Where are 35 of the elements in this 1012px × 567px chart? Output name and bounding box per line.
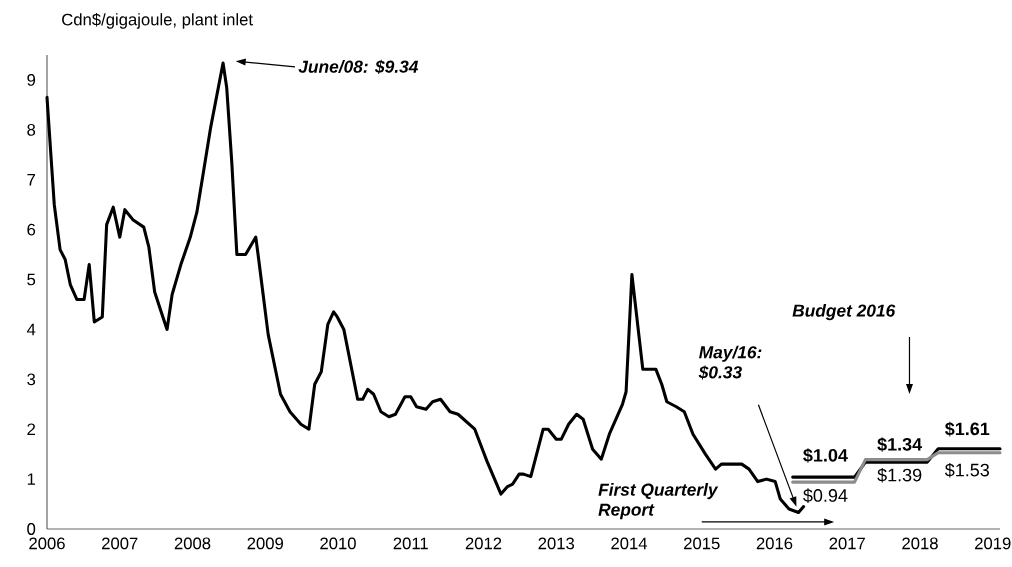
- x-tick-label: 2012: [465, 537, 502, 550]
- y-axis-title: Cdn$/gigajoule, plant inlet: [62, 12, 253, 29]
- x-tick-label: 2011: [393, 537, 428, 550]
- x-tick-label: 2017: [829, 537, 865, 550]
- annotation: $1.04: [803, 448, 848, 463]
- x-tick-label: 2007: [102, 537, 138, 550]
- annotation: Budget 2016: [792, 304, 896, 321]
- annotation: $1.61: [944, 421, 990, 437]
- y-tick-label: 9: [27, 74, 36, 86]
- x-tick-label: 2014: [611, 537, 648, 550]
- annotation: $1.34: [877, 437, 923, 452]
- y-tick-label: 8: [27, 123, 36, 136]
- x-tick-label: 2019: [975, 537, 1011, 550]
- annotation: $0.94: [803, 488, 848, 503]
- y-tick-label: 6: [27, 223, 36, 236]
- y-tick-label: 2: [27, 423, 36, 436]
- x-tick-label: 2018: [902, 537, 938, 550]
- y-tick-label: 4: [26, 323, 36, 336]
- x-tick-label: 2016: [756, 537, 793, 550]
- x-tick-label: 2013: [538, 537, 575, 550]
- y-tick-label: 5: [27, 273, 36, 286]
- annotation: June/08: $9.34: [298, 59, 419, 74]
- annotation: First Quarterly Report: [598, 483, 719, 520]
- annotation: May/16: $0.33: [698, 345, 762, 380]
- y-tick-label: 7: [27, 174, 36, 186]
- x-tick-label: 2015: [684, 537, 720, 550]
- x-tick-label: 2008: [174, 537, 211, 550]
- annotation: $1.53: [944, 462, 990, 478]
- x-tick-label: 2006: [29, 537, 65, 550]
- x-tick-label: 2010: [320, 537, 356, 550]
- y-tick-label: 0: [27, 523, 36, 535]
- y-tick-label: 1: [27, 473, 36, 485]
- y-tick-label: 3: [27, 373, 36, 386]
- x-tick-label: 2009: [247, 537, 283, 550]
- annotation: $1.39: [877, 467, 922, 483]
